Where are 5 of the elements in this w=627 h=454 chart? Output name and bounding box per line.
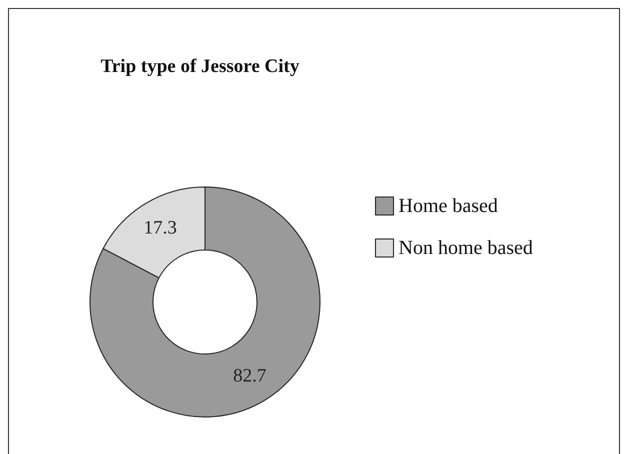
legend-label: Non home based: [398, 237, 533, 259]
legend-label: Home based: [398, 195, 498, 217]
chart-title: Trip type of Jessore City: [100, 56, 300, 77]
data-label: 82.7: [233, 366, 266, 387]
data-label: 17.3: [144, 217, 177, 238]
